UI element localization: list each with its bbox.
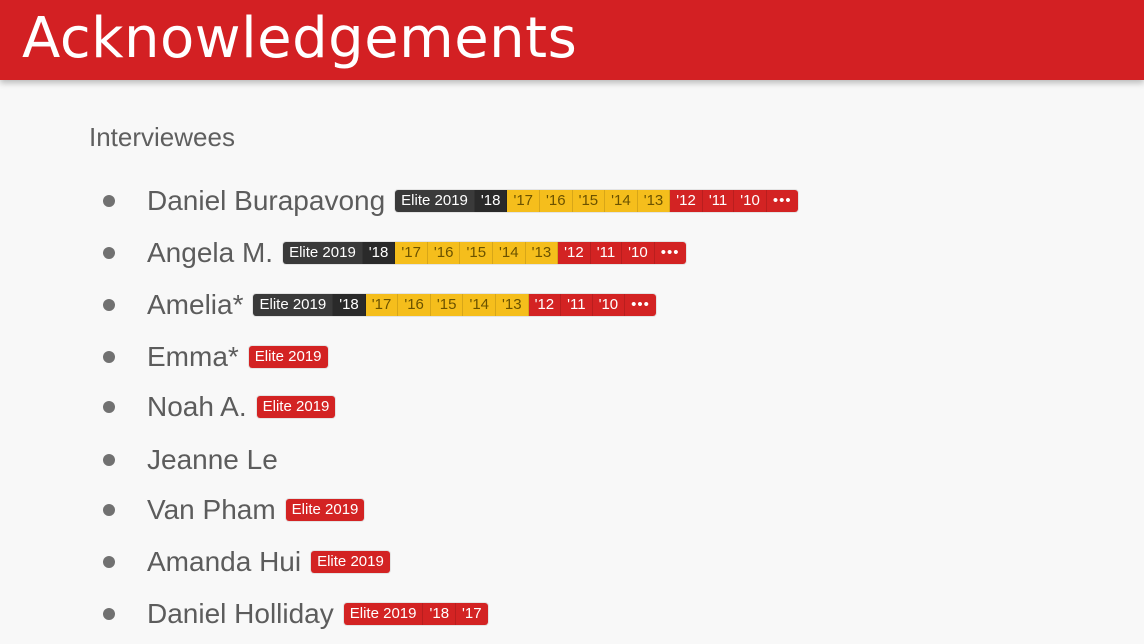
bullet-icon	[103, 299, 115, 311]
interviewee-entry: Amanda Hui Elite 2019	[147, 542, 390, 582]
elite-badge: '12	[558, 242, 591, 264]
interviewee-name: Daniel Burapavong	[147, 185, 386, 216]
elite-badge: '11	[702, 190, 735, 212]
bullet-icon	[103, 247, 115, 259]
interviewee-entry: Amelia* Elite 2019'18'17'16'15'14'13'12'1…	[147, 285, 656, 325]
page-title: Acknowledgements	[22, 6, 578, 71]
elite-badge: '11	[590, 242, 623, 264]
elite-badge: '11	[561, 294, 593, 316]
elite-badge: '15	[430, 294, 464, 316]
elite-badge: '17	[365, 294, 399, 316]
elite-badge: '14	[605, 190, 638, 212]
elite-badge-group: Elite 2019	[248, 346, 328, 368]
bullet-icon	[103, 195, 115, 207]
elite-badge: '17	[395, 242, 428, 264]
more-years-badge: •••	[654, 242, 686, 264]
interviewee-name: Emma*	[147, 341, 239, 372]
elite-badge: '12	[670, 190, 703, 212]
interviewee-entry: Noah A. Elite 2019	[147, 387, 336, 427]
elite-badge: '13	[525, 242, 559, 264]
elite-badge: '18	[333, 294, 366, 316]
more-years-badge: •••	[625, 294, 656, 316]
elite-badge: Elite 2019	[248, 346, 328, 368]
interviewee-name: Van Pham	[147, 494, 276, 525]
elite-badge-group: Elite 2019'18'17'16'15'14'13'12'11'10 •••	[253, 294, 656, 316]
elite-badge: '10	[592, 294, 626, 316]
interviewee-entry: Daniel Burapavong Elite 2019'18'17'16'15 '…	[147, 181, 798, 221]
elite-badge-group: Elite 2019	[311, 551, 390, 573]
interviewee-name: Daniel Holliday	[147, 598, 334, 629]
elite-badge: '16	[427, 242, 461, 264]
elite-badge: '13	[496, 294, 529, 316]
more-years-badge: •••	[766, 190, 798, 212]
bullet-icon	[103, 351, 115, 363]
elite-badge: '14	[493, 242, 526, 264]
elite-badge: Elite 2019	[343, 603, 424, 625]
interviewee-entry: Van Pham Elite 2019	[147, 490, 365, 530]
elite-badge: Elite 2019	[253, 294, 334, 316]
interviewee-name: Amelia*	[147, 289, 244, 320]
elite-badge: '15	[460, 242, 494, 264]
elite-badge: '18	[474, 190, 508, 212]
bullet-icon	[103, 504, 115, 516]
elite-badge-group: Elite 2019'18'17	[343, 603, 488, 625]
slide-header: Acknowledgements	[0, 0, 1144, 80]
elite-badge: '16	[398, 294, 431, 316]
bullet-icon	[103, 401, 115, 413]
interviewee-entry: Emma* Elite 2019	[147, 337, 328, 377]
elite-badge: '13	[637, 190, 671, 212]
interviewee-entry: Daniel Holliday Elite 2019'18'17	[147, 594, 488, 634]
elite-badge: Elite 2019	[311, 551, 390, 573]
elite-badge-group: Elite 2019'18'17'16'15'14'13'12'11'10 •••	[395, 190, 798, 212]
interviewee-entry: Jeanne Le	[147, 440, 288, 480]
elite-badge: '17	[456, 603, 488, 625]
interviewee-name: Amanda Hui	[147, 546, 302, 577]
interviewee-name: Jeanne Le	[147, 444, 278, 475]
elite-badge-group: Elite 2019	[285, 499, 365, 521]
elite-badge: '18	[423, 603, 457, 625]
elite-badge-group: Elite 2019	[256, 396, 336, 418]
section-heading: Interviewees	[89, 122, 235, 152]
interviewee-name: Angela M.	[147, 237, 274, 268]
elite-badge-group: Elite 2019'18'17'16'15'14'13'12'11'10 •••	[283, 242, 686, 264]
elite-badge: '17	[507, 190, 541, 212]
interviewee-entry: Angela M. Elite 2019'18'17'16'15'14'13'12…	[147, 233, 686, 273]
bullet-icon	[103, 454, 115, 466]
elite-badge: Elite 2019	[285, 499, 365, 521]
elite-badge: '10	[622, 242, 655, 264]
elite-badge: '14	[463, 294, 497, 316]
bullet-icon	[103, 556, 115, 568]
elite-badge: '10	[734, 190, 767, 212]
elite-badge: Elite 2019	[395, 190, 475, 212]
elite-badge: Elite 2019	[256, 396, 336, 418]
elite-badge: '15	[572, 190, 606, 212]
elite-badge: '16	[540, 190, 573, 212]
interviewee-name: Noah A.	[147, 391, 247, 422]
elite-badge: Elite 2019	[283, 242, 363, 264]
elite-badge: '12	[528, 294, 562, 316]
bullet-icon	[103, 608, 115, 620]
elite-badge: '18	[362, 242, 396, 264]
